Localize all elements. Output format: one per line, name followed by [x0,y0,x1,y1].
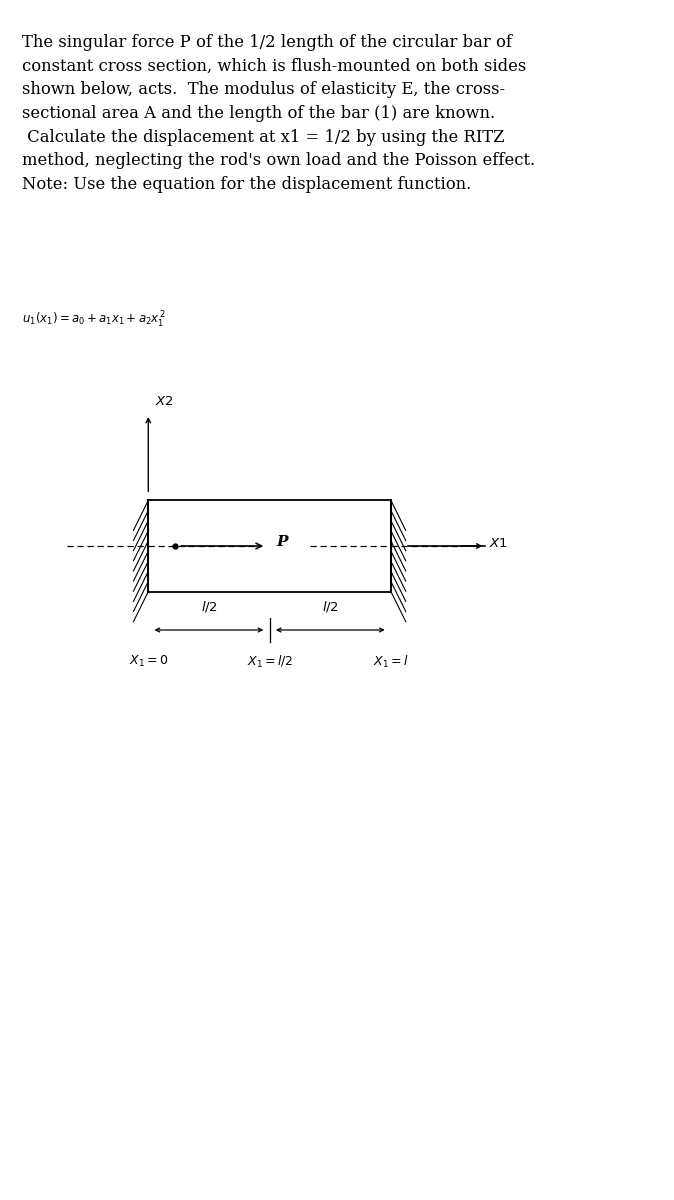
Text: $X_1 = l/2$: $X_1 = l/2$ [247,654,293,670]
Text: $X_1 = l$: $X_1 = l$ [373,654,409,670]
Text: The singular force P of the 1/2 length of the circular bar of
constant cross sec: The singular force P of the 1/2 length o… [22,34,535,193]
Text: $l/2$: $l/2$ [201,599,217,614]
Text: $X_1 = 0$: $X_1 = 0$ [129,654,168,670]
Text: P: P [276,535,288,550]
Text: $u_1(x_1) = a_0 + a_1 x_1 + a_2 x_1^{\,2}$: $u_1(x_1) = a_0 + a_1 x_1 + a_2 x_1^{\,2… [22,310,166,330]
Text: $X2$: $X2$ [155,395,174,408]
Text: $X1$: $X1$ [489,538,508,550]
Text: $l/2$: $l/2$ [322,599,338,614]
